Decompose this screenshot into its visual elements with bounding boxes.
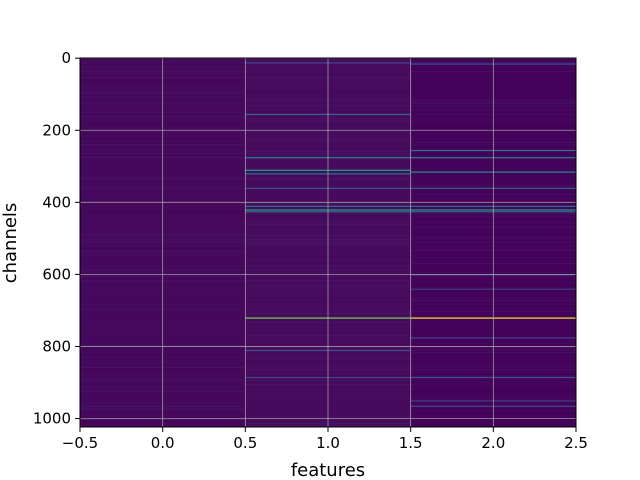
y-tick-label-4: 800	[42, 337, 71, 355]
y-axis: 0 200 400 600 800 1000	[33, 49, 80, 428]
x-tick-label-1: 0.0	[151, 434, 175, 452]
x-tick-label-3: 1.0	[316, 434, 340, 452]
y-tick-label-2: 400	[42, 193, 71, 211]
x-tick-label-4: 1.5	[399, 434, 423, 452]
x-tick-label-5: 2.0	[481, 434, 505, 452]
x-tick-label-0: −0.5	[62, 434, 98, 452]
y-axis-label: channels	[0, 203, 21, 284]
x-tick-label-6: 2.5	[564, 434, 588, 452]
y-tick-label-1: 200	[42, 121, 71, 139]
y-tick-label-3: 600	[42, 265, 71, 283]
x-tick-label-2: 0.5	[233, 434, 257, 452]
x-axis: −0.5 0.0 0.5 1.0 1.5 2.0 2.5	[62, 427, 588, 452]
y-tick-label-5: 1000	[33, 410, 71, 428]
x-axis-label: features	[291, 460, 365, 480]
y-tick-label-0: 0	[61, 49, 71, 67]
